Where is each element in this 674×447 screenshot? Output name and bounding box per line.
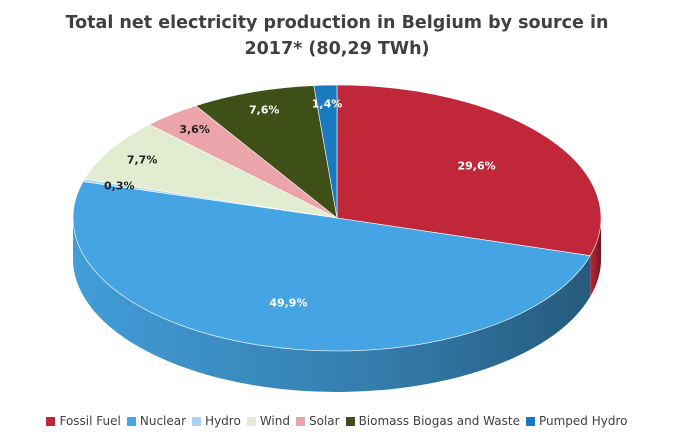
legend-item-biomass-biogas-and-waste[interactable]: Biomass Biogas and Waste [345,414,520,428]
legend-label-fossil-fuel: Fossil Fuel [59,414,121,428]
chart-title-line-2: 2017* (80,29 TWh) [244,39,430,59]
pie-tops [72,84,602,352]
legend-label-wind: Wind [259,414,290,428]
pie-slice-nuclear[interactable] [72,181,591,352]
slice-label-fossil-fuel: 29,6% [458,160,496,173]
slice-label-biomass-biogas-and-waste: 7,6% [249,104,280,117]
legend-swatch-pumped-hydro [525,416,535,426]
chart-title: Total net electricity production in Belg… [0,10,674,62]
legend-swatch-nuclear [126,416,136,426]
pie-side-nuclear-shade [73,218,591,393]
legend-swatch-biomass-biogas-and-waste [345,416,355,426]
chart-legend: Fossil Fuel Nuclear Hydro Wind Solar Biomass … [0,414,674,428]
legend-label-solar: Solar [308,414,340,428]
legend-item-wind[interactable]: Wind [246,414,290,428]
pie-slice-fossil-fuel[interactable] [336,84,602,256]
legend-swatch-wind [246,416,256,426]
chart-title-line-1: Total net electricity production in Belg… [65,13,609,33]
slice-label-nuclear: 49,9% [269,296,307,309]
legend-label-hydro: Hydro [205,414,241,428]
pie-labels: 29,6% 49,9% 0,3% 7,7% 3,6% 7,6% 1,4% [104,98,496,310]
slice-label-hydro: 0,3% [104,180,135,193]
pie-slice-biomass-biogas-and-waste[interactable] [195,85,338,219]
legend-label-biomass-biogas-and-waste: Biomass Biogas and Waste [358,414,520,428]
legend-swatch-fossil-fuel [46,416,56,426]
legend-item-pumped-hydro[interactable]: Pumped Hydro [525,414,628,428]
legend-swatch-solar [295,416,305,426]
pie-slice-pumped-hydro[interactable] [313,84,338,219]
legend-swatch-hydro [192,416,202,426]
legend-item-fossil-fuel[interactable]: Fossil Fuel [46,414,121,428]
legend-label-pumped-hydro: Pumped Hydro [538,414,628,428]
legend-item-hydro[interactable]: Hydro [192,414,241,428]
legend-item-nuclear[interactable]: Nuclear [126,414,187,428]
slice-label-solar: 3,6% [179,123,210,136]
legend-label-nuclear: Nuclear [139,414,187,428]
legend-item-solar[interactable]: Solar [295,414,340,428]
slice-label-wind: 7,7% [127,153,158,166]
slice-label-pumped-hydro: 1,4% [312,98,343,111]
pie-slice-wind[interactable] [84,124,338,219]
